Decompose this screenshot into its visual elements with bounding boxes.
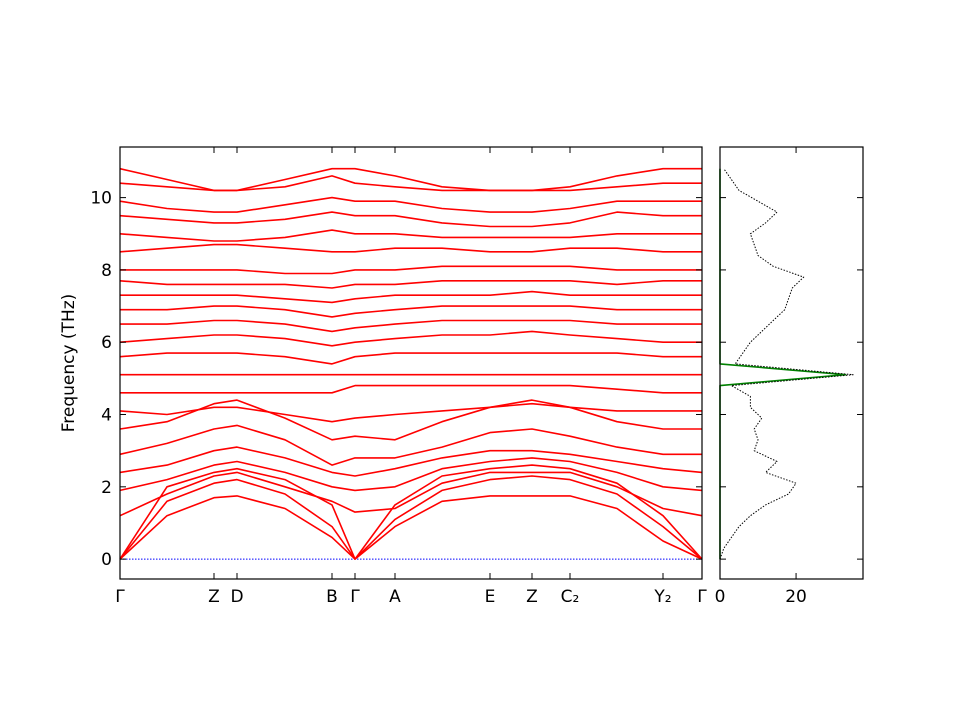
band-line — [119, 229, 702, 242]
dos-line — [719, 168, 854, 560]
y-tick-label: 4 — [101, 406, 112, 426]
dos-line — [719, 168, 847, 560]
x-tick-label: B — [326, 587, 338, 607]
x-tick-label: Y₂ — [653, 587, 671, 607]
x-tick-label: 0 — [715, 587, 726, 607]
x-tick-label: E — [485, 587, 496, 607]
band-line — [120, 384, 702, 394]
band-line — [119, 167, 702, 192]
x-tick-label: Γ — [697, 587, 707, 607]
band-line — [119, 424, 702, 466]
y-tick-label: 8 — [101, 261, 112, 281]
y-axis-label: Frequency (THz) — [59, 294, 79, 433]
band-line — [119, 211, 702, 228]
band-line — [119, 495, 703, 560]
axes-frame — [119, 146, 703, 580]
band-line — [120, 265, 702, 275]
x-tick-label: 20 — [785, 587, 807, 607]
band-line — [120, 305, 702, 318]
band-line — [120, 319, 702, 333]
x-tick-label: D — [230, 587, 243, 607]
x-tick-label: Z — [208, 587, 220, 607]
band-line — [119, 352, 702, 365]
band-line — [119, 471, 703, 517]
x-tick-label: Γ — [350, 587, 360, 607]
band-line — [119, 243, 702, 253]
axes-frame — [719, 146, 864, 580]
band-line — [119, 330, 702, 347]
x-tick-label: C₂ — [561, 587, 580, 607]
band-line — [119, 196, 702, 213]
y-tick-label: 6 — [101, 333, 112, 353]
band-line — [120, 290, 702, 304]
y-tick-label: 2 — [101, 478, 112, 498]
band-line — [119, 475, 703, 560]
band-line — [119, 464, 703, 560]
band-line — [119, 399, 702, 441]
band-line — [119, 457, 703, 492]
y-tick-label: 0 — [101, 550, 112, 570]
band-line — [119, 446, 703, 477]
band-line — [119, 280, 702, 289]
x-tick-label: Z — [526, 587, 538, 607]
x-tick-label: A — [389, 587, 401, 607]
band-line — [119, 402, 702, 423]
y-tick-label: 10 — [90, 189, 112, 209]
x-tick-label: Γ — [115, 587, 125, 607]
